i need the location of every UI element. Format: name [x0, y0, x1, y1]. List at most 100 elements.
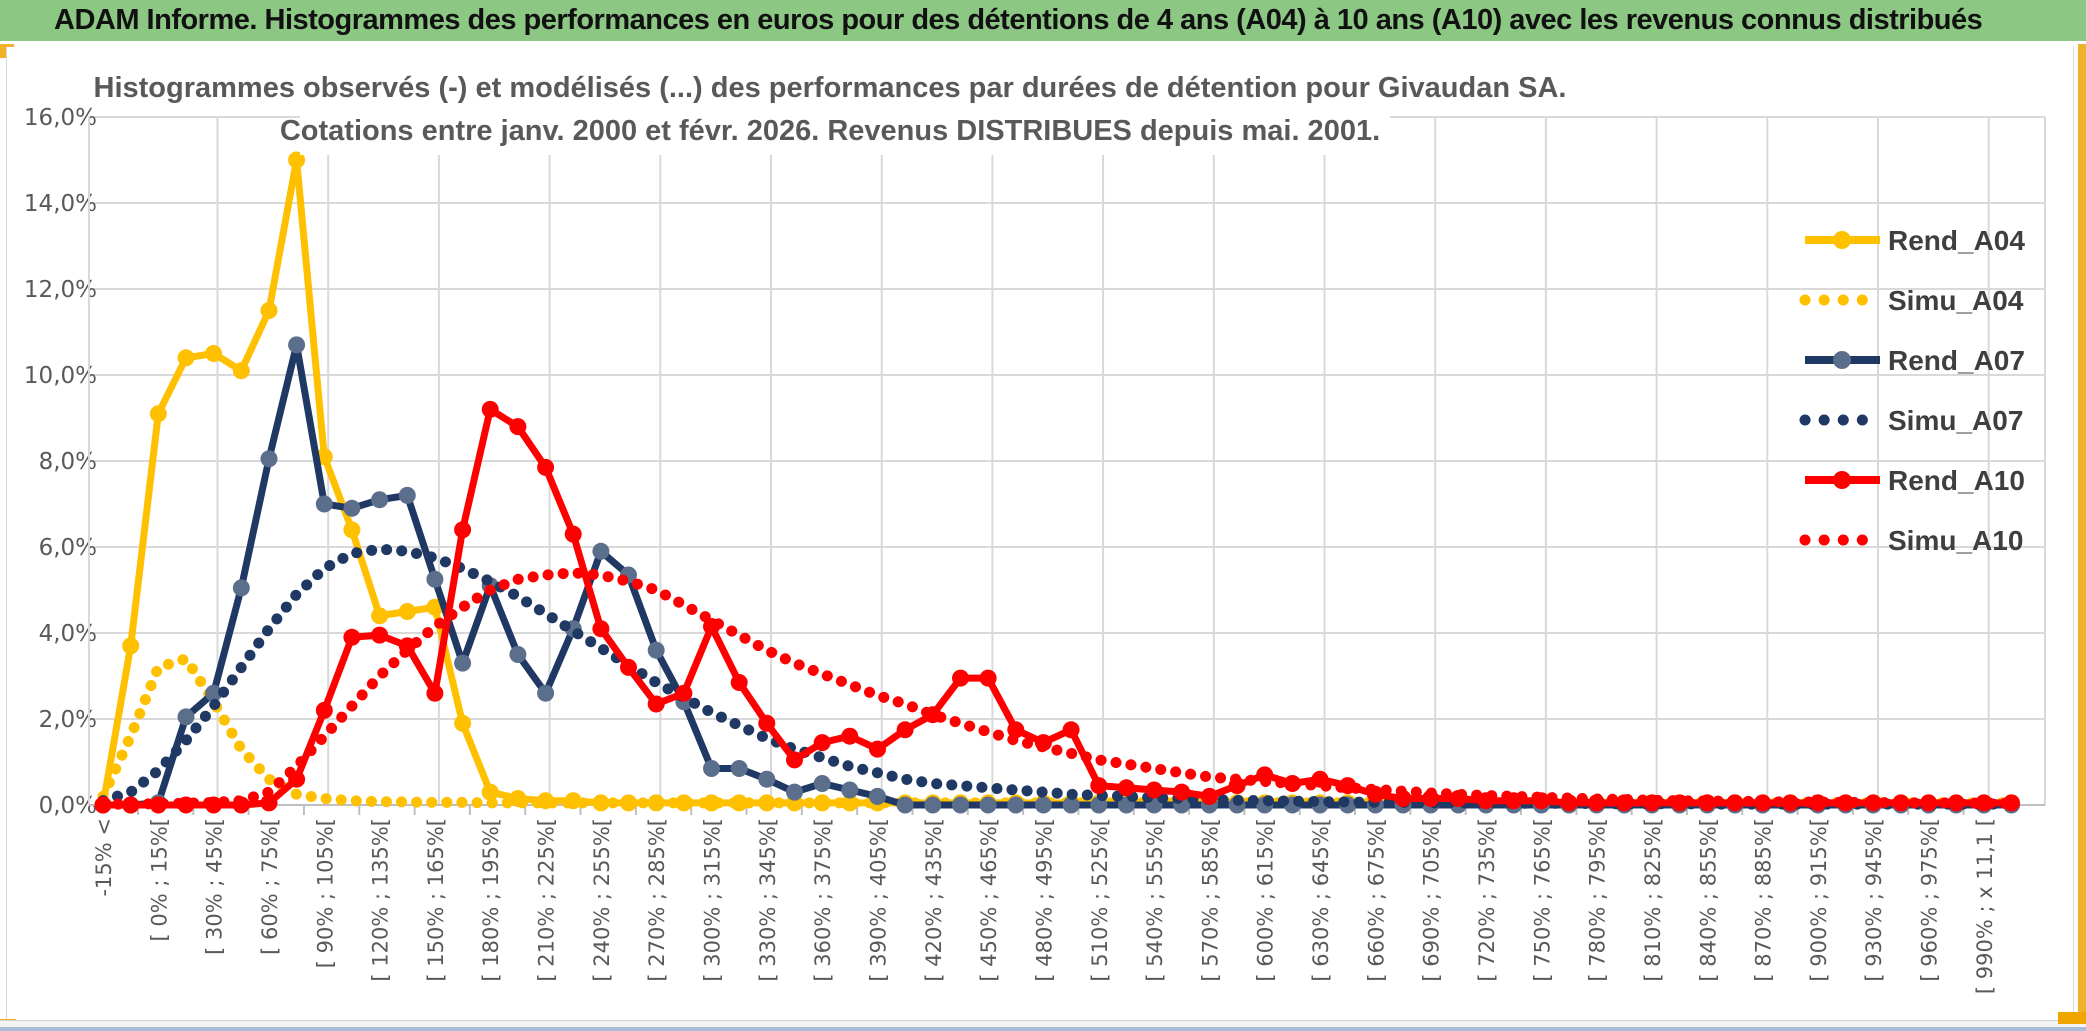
data-point	[177, 349, 195, 367]
data-point	[952, 796, 969, 814]
legend-item-Rend_A04[interactable]: Rend_A04	[1805, 225, 2025, 256]
data-point	[481, 783, 499, 801]
series-Simu_A04	[97, 652, 2017, 809]
data-point	[398, 486, 416, 504]
data-point	[758, 714, 776, 732]
data-point	[813, 775, 831, 792]
data-point	[1007, 796, 1025, 814]
data-point	[177, 708, 195, 726]
legend-item-Rend_A07[interactable]: Rend_A07	[1805, 345, 2025, 376]
x-axis-tick-label: [ 870% ; 885%[	[1752, 818, 1776, 982]
data-point	[1034, 796, 1052, 814]
data-point	[1062, 721, 1080, 739]
x-axis-tick-label: [ 210% ; 225%[	[535, 818, 559, 982]
data-point	[896, 796, 914, 814]
gold-frame-bottom-right	[2058, 1012, 2086, 1024]
x-axis-tick-label: [ 450% ; 465%[	[977, 818, 1001, 982]
y-axis-tick-label: 16,0%	[24, 105, 97, 131]
data-point	[952, 669, 969, 687]
legend-item-Rend_A10[interactable]: Rend_A10	[1805, 465, 2025, 496]
x-axis-tick-label: [ 0% ; 15%[	[147, 818, 171, 941]
x-axis-tick-label: [ 960% ; 975%[	[1918, 818, 1942, 982]
data-point	[841, 727, 859, 745]
x-axis-tick-label: [ 780% ; 795%[	[1586, 818, 1610, 982]
chart-title-line1: Histogrammes observés (-) et modélisés (…	[94, 72, 1567, 104]
data-point	[979, 796, 997, 814]
legend-item-Simu_A10[interactable]: Simu_A10	[1799, 525, 2023, 556]
data-point	[896, 721, 914, 739]
x-axis-tick-label: [ 420% ; 435%[	[922, 818, 946, 982]
data-point	[537, 458, 555, 476]
data-point	[205, 684, 223, 702]
x-axis-tick-label: [ 390% ; 405%[	[866, 818, 890, 982]
data-point	[675, 684, 693, 702]
series-Simu_A10	[97, 567, 2017, 810]
data-point	[1007, 721, 1025, 739]
data-point	[205, 345, 223, 362]
chart-title-line2: Cotations entre janv. 2000 et févr. 2026…	[280, 115, 1380, 147]
data-point	[841, 781, 859, 799]
data-point	[620, 658, 637, 676]
legend-swatch-marker	[1833, 351, 1851, 369]
data-point	[371, 491, 389, 509]
data-point	[122, 637, 140, 655]
legend-item-Simu_A07[interactable]: Simu_A07	[1799, 405, 2023, 436]
x-axis-tick-label: [ 150% ; 165%[	[424, 818, 448, 982]
x-axis-tick-label: [ 180% ; 195%[	[479, 818, 503, 982]
data-point	[343, 628, 361, 646]
data-point	[1173, 783, 1191, 801]
x-axis-tick-label: [ 900% ; 915%[	[1807, 818, 1831, 982]
data-point	[454, 654, 472, 672]
data-point	[758, 770, 776, 788]
data-point	[924, 796, 942, 814]
data-point	[703, 760, 720, 777]
data-point	[647, 695, 665, 713]
x-axis-tick-label: -15% <	[92, 818, 116, 897]
page-title: ADAM Informe. Histogrammes des performan…	[54, 4, 1983, 36]
x-axis-tick-label: [ 510% ; 525%[	[1088, 818, 1112, 982]
gold-frame-right	[2078, 44, 2086, 1031]
data-point	[260, 450, 278, 468]
x-axis-tick-label: [ 30% ; 45%[	[203, 818, 227, 955]
data-point	[260, 302, 278, 319]
data-point	[426, 570, 444, 588]
data-point	[288, 336, 306, 354]
data-point	[315, 495, 333, 513]
data-point	[454, 521, 472, 539]
series-Simu_A07	[97, 543, 2017, 810]
x-axis-tick-label: [ 840% ; 855%[	[1696, 818, 1720, 982]
bottom-bar	[0, 1020, 2086, 1031]
y-axis-tick-label: 4,0%	[39, 621, 97, 647]
data-point	[426, 684, 444, 702]
data-point	[509, 646, 527, 663]
data-point	[1090, 777, 1108, 795]
y-axis-tick-label: 10,0%	[24, 363, 97, 389]
data-point	[1117, 779, 1135, 797]
legend-label: Simu_A04	[1888, 285, 2024, 316]
legend-label: Rend_A04	[1888, 225, 2025, 256]
title-backing	[300, 55, 1390, 155]
data-point	[343, 521, 361, 539]
legend-item-Simu_A04[interactable]: Simu_A04	[1799, 285, 2024, 316]
window-bottom-edge	[0, 1027, 2086, 1031]
data-point	[481, 400, 499, 418]
data-point	[647, 641, 665, 659]
data-point	[869, 787, 886, 805]
data-point	[592, 542, 610, 560]
x-axis-tick-label: [ 240% ; 255%[	[590, 818, 614, 982]
legend-swatch-marker	[1833, 471, 1851, 489]
legend-swatch-marker	[1833, 231, 1851, 249]
data-point	[979, 669, 997, 687]
data-point	[813, 734, 831, 752]
series-Rend_A04	[99, 156, 2012, 807]
x-axis-tick-label: [ 630% ; 645%[	[1309, 818, 1333, 982]
data-point	[869, 740, 886, 758]
x-axis-tick-label: [ 330% ; 345%[	[756, 818, 780, 982]
x-axis-tick-label: [ 600% ; 615%[	[1254, 818, 1278, 982]
data-point	[343, 499, 361, 517]
y-axis-tick-label: 12,0%	[24, 277, 97, 303]
y-axis-tick-label: 2,0%	[39, 707, 97, 733]
data-point	[1062, 796, 1080, 814]
